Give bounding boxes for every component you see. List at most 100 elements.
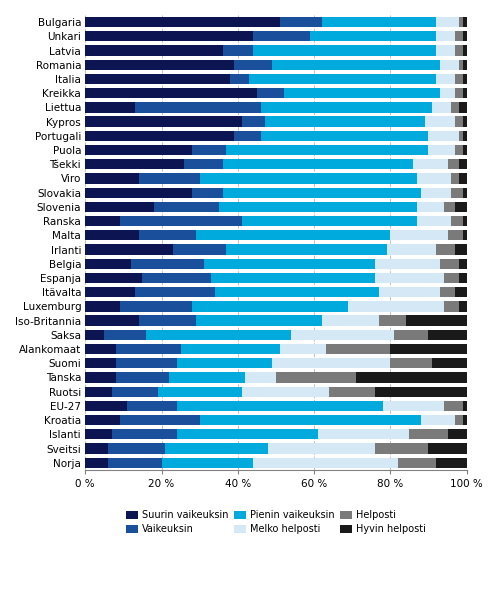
- Bar: [463, 401, 467, 411]
- Bar: [436, 17, 459, 27]
- Bar: [405, 315, 467, 326]
- Bar: [211, 273, 375, 283]
- Bar: [459, 273, 467, 283]
- Bar: [436, 458, 467, 468]
- Bar: [192, 188, 223, 198]
- Bar: [444, 202, 455, 212]
- Legend: Suurin vaikeuksin, Vaikeuksin, Pienin vaikeuksin, Melko helposti, Helposti, Hyvi: Suurin vaikeuksin, Vaikeuksin, Pienin va…: [123, 506, 429, 538]
- Bar: [455, 415, 463, 425]
- Bar: [375, 273, 444, 283]
- Bar: [356, 373, 467, 383]
- Bar: [85, 117, 242, 127]
- Bar: [146, 330, 291, 340]
- Bar: [322, 315, 379, 326]
- Bar: [448, 159, 459, 169]
- Bar: [451, 188, 463, 198]
- Bar: [253, 31, 310, 42]
- Bar: [444, 301, 459, 311]
- Bar: [329, 386, 375, 397]
- Bar: [421, 415, 455, 425]
- Bar: [261, 131, 428, 141]
- Bar: [192, 301, 349, 311]
- Bar: [455, 88, 463, 98]
- Bar: [85, 173, 138, 184]
- Bar: [326, 344, 390, 354]
- Bar: [154, 202, 219, 212]
- Bar: [223, 45, 253, 55]
- Bar: [234, 131, 261, 141]
- Bar: [85, 287, 135, 297]
- Bar: [421, 188, 451, 198]
- Bar: [196, 315, 322, 326]
- Bar: [463, 45, 467, 55]
- Bar: [379, 315, 405, 326]
- Bar: [184, 159, 223, 169]
- Bar: [116, 373, 169, 383]
- Bar: [85, 31, 253, 42]
- Bar: [200, 415, 421, 425]
- Bar: [215, 287, 379, 297]
- Bar: [85, 216, 120, 226]
- Bar: [85, 386, 112, 397]
- Bar: [242, 216, 417, 226]
- Bar: [322, 17, 436, 27]
- Bar: [390, 230, 448, 240]
- Bar: [436, 244, 455, 255]
- Bar: [116, 344, 181, 354]
- Bar: [138, 173, 200, 184]
- Bar: [272, 60, 440, 70]
- Bar: [105, 330, 146, 340]
- Bar: [165, 444, 268, 454]
- Bar: [455, 287, 467, 297]
- Bar: [85, 301, 120, 311]
- Bar: [444, 273, 459, 283]
- Bar: [227, 244, 386, 255]
- Bar: [451, 102, 459, 113]
- Bar: [85, 145, 192, 155]
- Bar: [417, 173, 451, 184]
- Bar: [375, 386, 467, 397]
- Bar: [253, 45, 436, 55]
- Bar: [161, 458, 253, 468]
- Bar: [112, 429, 177, 439]
- Bar: [85, 74, 230, 84]
- Bar: [451, 173, 459, 184]
- Bar: [85, 159, 184, 169]
- Bar: [272, 358, 390, 368]
- Bar: [264, 117, 425, 127]
- Bar: [138, 315, 196, 326]
- Bar: [455, 74, 463, 84]
- Bar: [85, 102, 135, 113]
- Bar: [310, 31, 436, 42]
- Bar: [138, 230, 196, 240]
- Bar: [108, 444, 165, 454]
- Bar: [127, 401, 177, 411]
- Bar: [85, 259, 131, 269]
- Bar: [219, 202, 417, 212]
- Bar: [448, 230, 463, 240]
- Bar: [428, 145, 455, 155]
- Bar: [85, 60, 234, 70]
- Bar: [455, 244, 467, 255]
- Bar: [227, 145, 428, 155]
- Bar: [459, 159, 467, 169]
- Bar: [120, 216, 242, 226]
- Bar: [257, 88, 283, 98]
- Bar: [463, 188, 467, 198]
- Bar: [230, 74, 249, 84]
- Bar: [440, 259, 459, 269]
- Bar: [85, 373, 116, 383]
- Bar: [455, 117, 463, 127]
- Bar: [436, 31, 455, 42]
- Bar: [417, 202, 444, 212]
- Bar: [85, 358, 116, 368]
- Bar: [204, 259, 375, 269]
- Bar: [242, 117, 264, 127]
- Bar: [280, 17, 322, 27]
- Bar: [242, 386, 329, 397]
- Bar: [398, 458, 436, 468]
- Bar: [85, 131, 234, 141]
- Bar: [463, 31, 467, 42]
- Bar: [409, 429, 448, 439]
- Bar: [268, 444, 375, 454]
